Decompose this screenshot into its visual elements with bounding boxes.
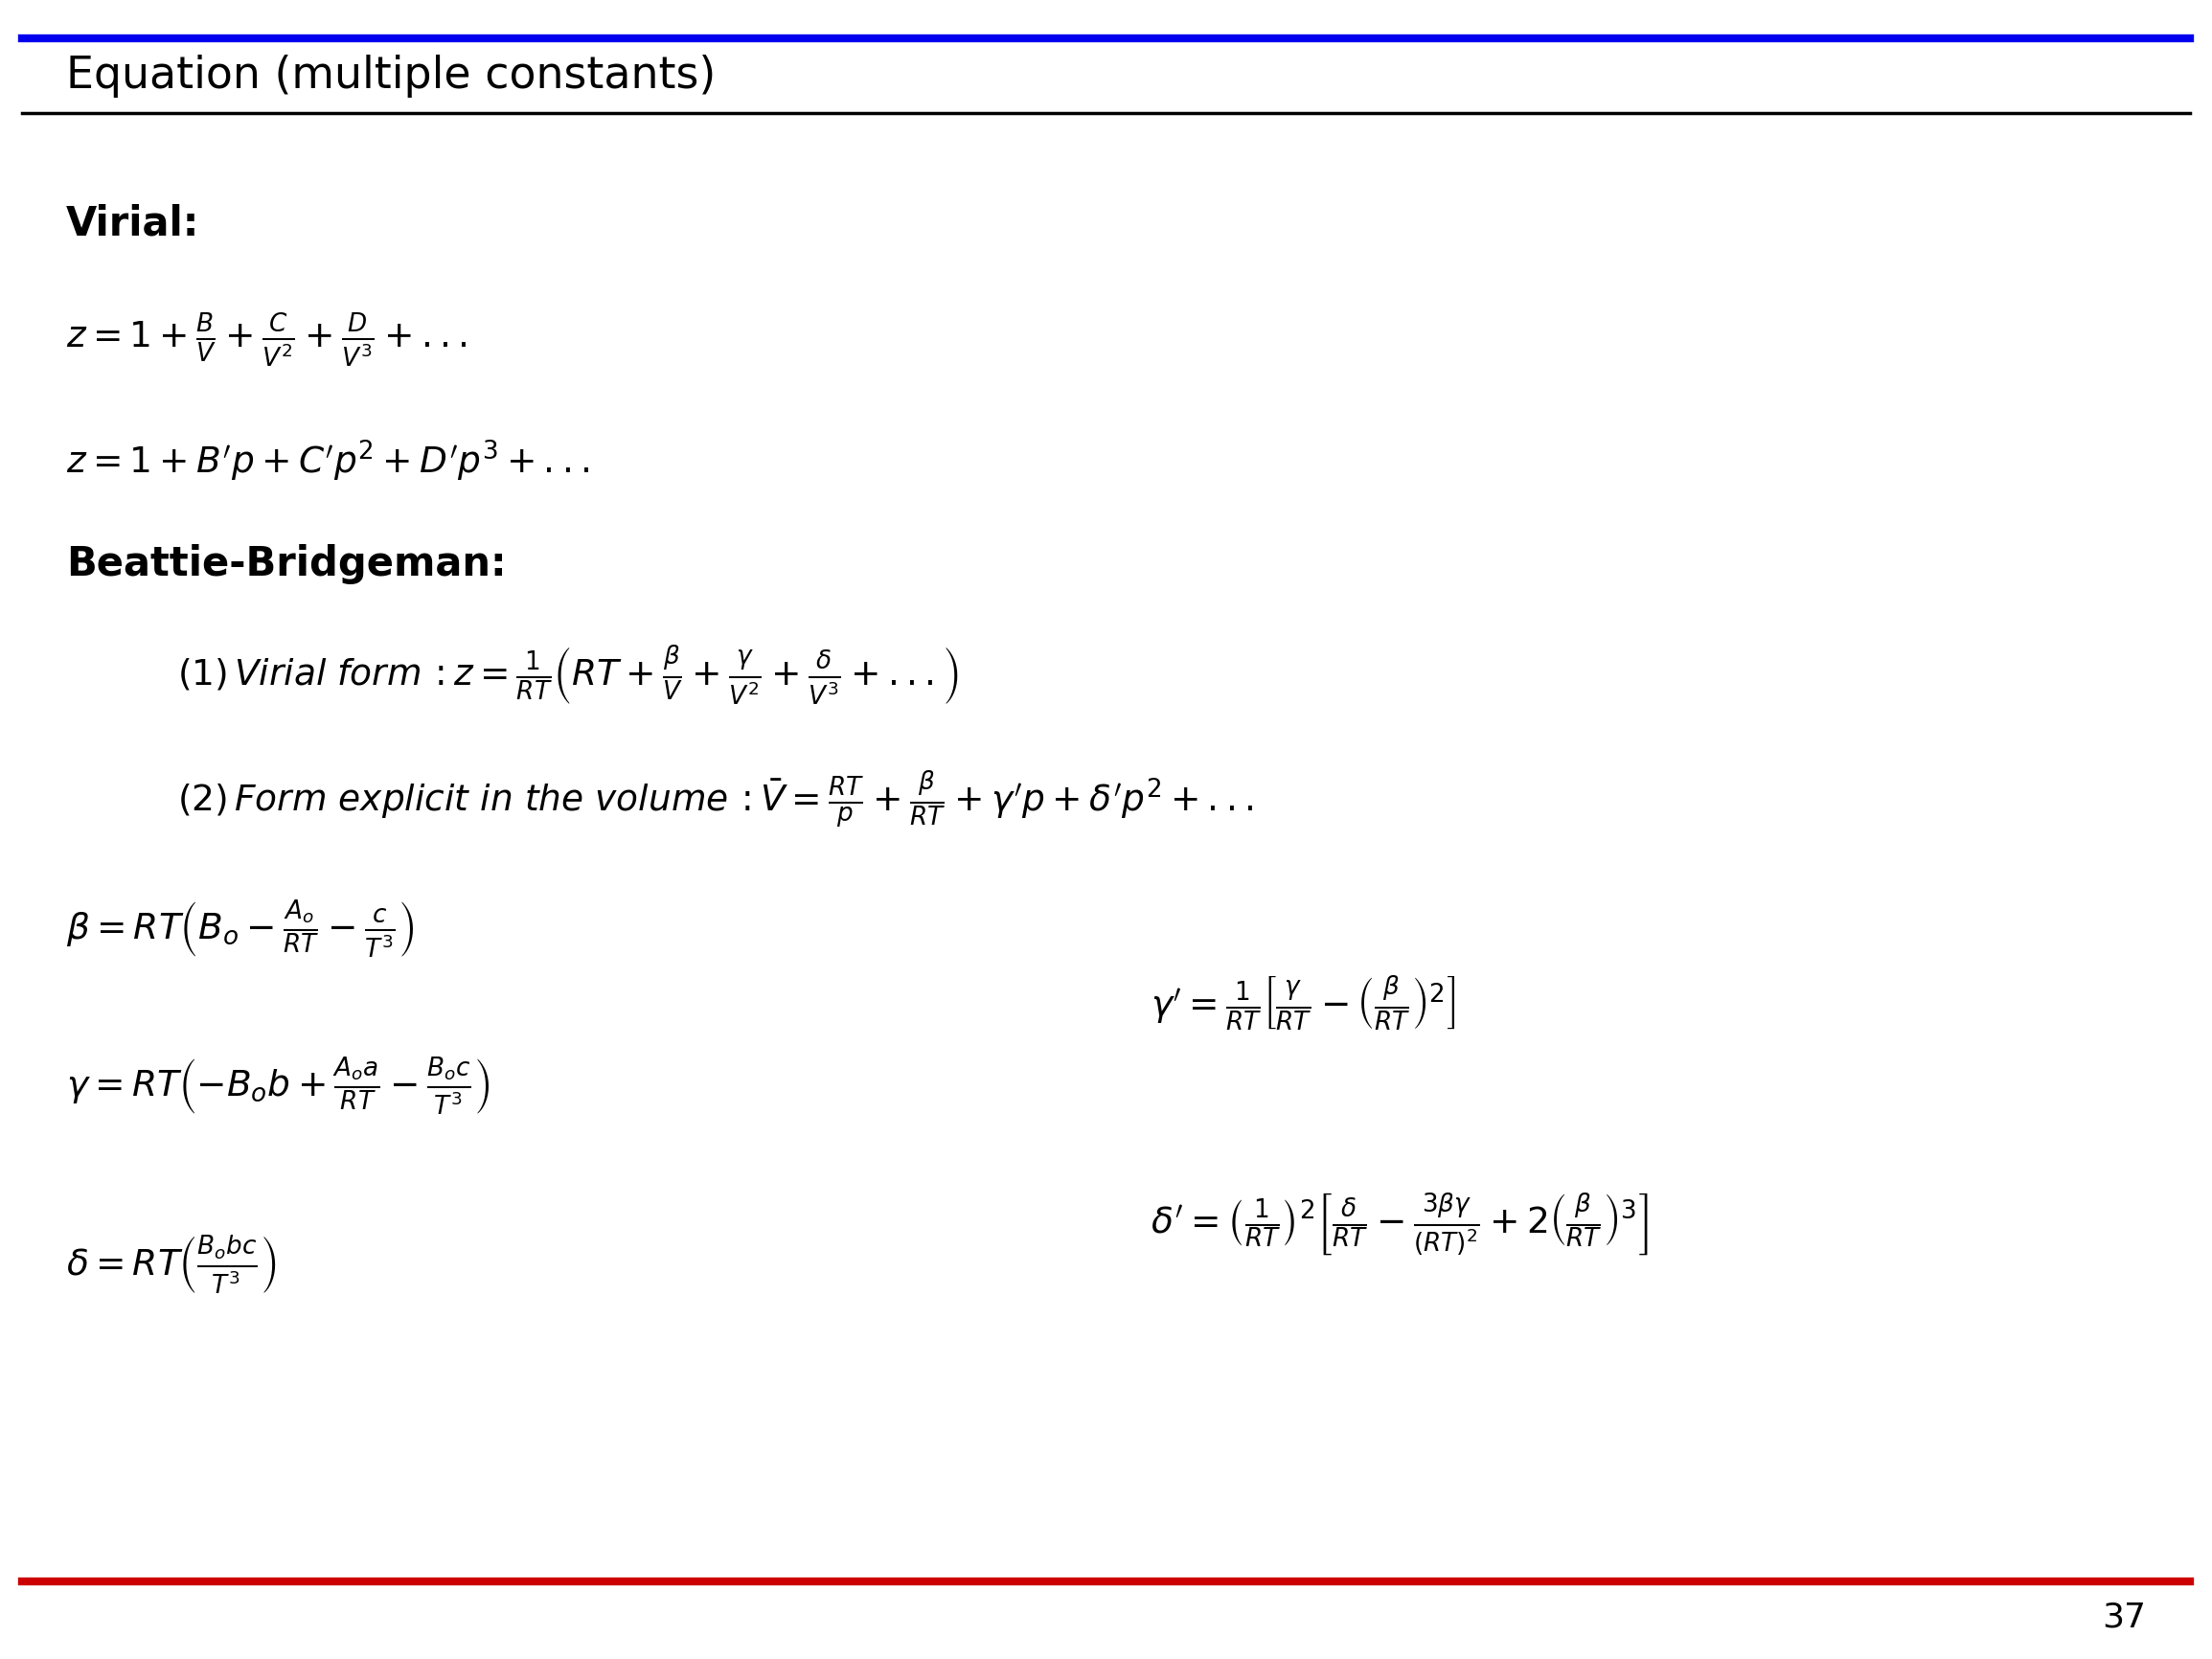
- Text: $\gamma=RT\left(-B_{o}b+\frac{A_{o}a}{RT}-\frac{B_{o}c}{T^{3}}\right)$: $\gamma=RT\left(-B_{o}b+\frac{A_{o}a}{RT…: [66, 1055, 491, 1118]
- Text: $\beta=RT\left(B_{o}-\frac{A_{o}}{RT}-\frac{c}{T^{3}}\right)$: $\beta=RT\left(B_{o}-\frac{A_{o}}{RT}-\f…: [66, 898, 414, 961]
- Text: $(1)\/ \mathit{Virial\ form}\/:z=\frac{1}{RT}\left(RT+\frac{\beta}{V}+\frac{\gam: $(1)\/ \mathit{Virial\ form}\/:z=\frac{1…: [177, 644, 958, 707]
- Text: Virial:: Virial:: [66, 204, 199, 244]
- Text: Equation (multiple constants): Equation (multiple constants): [66, 55, 717, 98]
- Text: $z=1+B'p+C'p^{2}+D'p^{3}+...$: $z=1+B'p+C'p^{2}+D'p^{3}+...$: [66, 438, 591, 484]
- Text: $\delta'=\left(\frac{1}{RT}\right)^{2}\left[\frac{\delta}{RT}-\frac{3\beta\gamma: $\delta'=\left(\frac{1}{RT}\right)^{2}\l…: [1150, 1191, 1648, 1258]
- Text: 37: 37: [2101, 1601, 2146, 1634]
- Text: Beattie-Bridgeman:: Beattie-Bridgeman:: [66, 544, 507, 584]
- Text: $\gamma'=\frac{1}{RT}\left[\frac{\gamma}{RT}-\left(\frac{\beta}{RT}\right)^{2}\r: $\gamma'=\frac{1}{RT}\left[\frac{\gamma}…: [1150, 975, 1455, 1032]
- Text: $z=1+\frac{B}{V}+\frac{C}{V^{2}}+\frac{D}{V^{3}}+...$: $z=1+\frac{B}{V}+\frac{C}{V^{2}}+\frac{D…: [66, 310, 467, 370]
- Text: $\delta=RT\left(\frac{B_{o}bc}{T^{3}}\right)$: $\delta=RT\left(\frac{B_{o}bc}{T^{3}}\ri…: [66, 1234, 276, 1297]
- Text: $(2)\/\mathit{Form\ explicit\ in\ the\ volume}\/:  \bar{V}=\frac{RT}{p}+\frac{\b: $(2)\/\mathit{Form\ explicit\ in\ the\ v…: [177, 770, 1252, 830]
